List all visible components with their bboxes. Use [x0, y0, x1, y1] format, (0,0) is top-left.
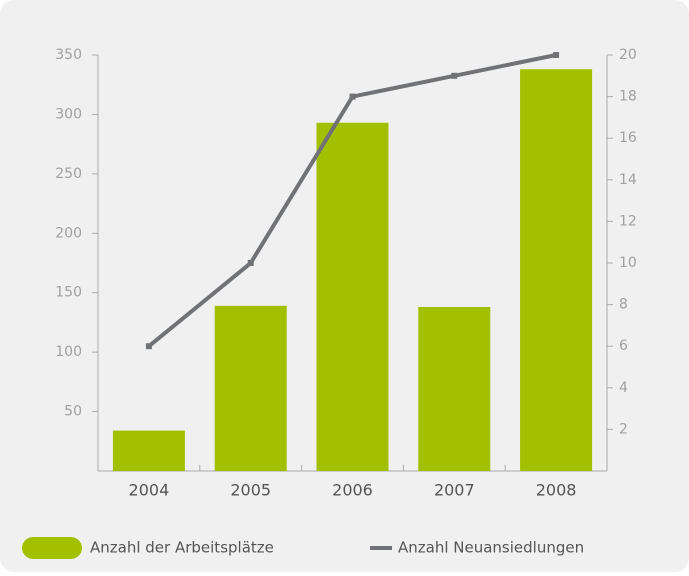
y2-tick-label: 18: [619, 89, 637, 105]
x-tick-label: 2005: [230, 481, 271, 500]
point: [247, 260, 254, 266]
bar: [214, 305, 287, 471]
x-tick-label: 2004: [129, 481, 170, 500]
x-tick-label: 2007: [434, 481, 475, 500]
y-tick-label: 200: [55, 225, 82, 241]
y2-tick-label: 2: [619, 421, 628, 437]
x-tick-label: 2008: [536, 481, 577, 500]
legend-label: Anzahl der Arbeitsplätze: [90, 539, 274, 557]
x-tick-label: 2006: [332, 481, 373, 500]
y-tick-label: 250: [55, 166, 82, 182]
y-tick-label: 300: [55, 106, 82, 122]
y2-tick-label: 8: [619, 297, 628, 313]
y-tick-label: 50: [64, 404, 82, 420]
bar: [316, 122, 389, 472]
y2-tick-label: 6: [619, 338, 628, 354]
y2-tick-label: 4: [619, 380, 628, 396]
bar: [520, 69, 593, 472]
point: [145, 343, 152, 350]
y2-tick-label: 10: [619, 255, 637, 271]
y-tick-label: 150: [55, 285, 82, 301]
bar: [418, 306, 491, 471]
y-tick-label: 350: [55, 47, 82, 63]
legend-label: Anzahl Neuansiedlungen: [398, 539, 584, 557]
y2-tick-label: 20: [619, 47, 637, 63]
legend-swatch-bar: [22, 537, 82, 559]
bar: [112, 430, 185, 471]
point: [349, 93, 356, 100]
y2-tick-label: 12: [619, 213, 637, 229]
point: [451, 72, 458, 79]
point: [553, 52, 560, 58]
y2-tick-label: 14: [619, 172, 637, 188]
y2-tick-label: 16: [619, 130, 637, 146]
y-tick-label: 100: [55, 344, 82, 360]
